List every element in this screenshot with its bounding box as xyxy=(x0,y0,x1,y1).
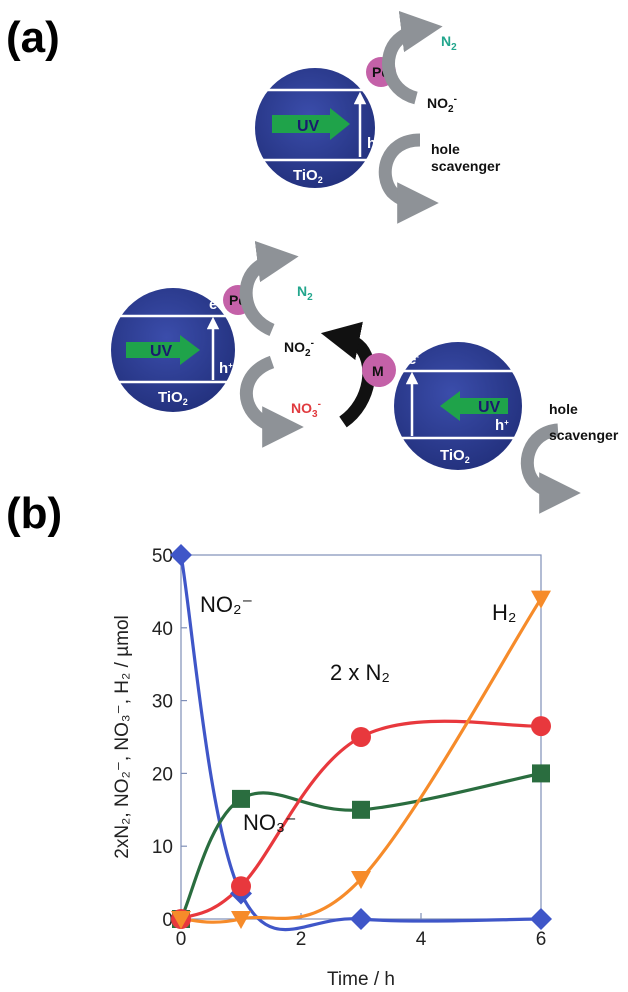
y-tick-label: 0 xyxy=(162,910,173,931)
x-axis-title: Time / h xyxy=(327,969,395,990)
y-tick-label: 30 xyxy=(152,692,173,713)
hole-label: h+ xyxy=(367,135,381,152)
tio2-label-left: TiO2 xyxy=(158,389,188,407)
n2-product-bottom: N2 xyxy=(297,283,313,303)
data-point xyxy=(530,908,552,930)
uv-label-left: UV xyxy=(150,343,173,360)
n2-product: N2 xyxy=(441,33,457,53)
uv-arrow-left xyxy=(126,335,200,365)
x-tick-label: 4 xyxy=(416,929,427,950)
reduction-arrow xyxy=(382,10,443,105)
electron-label: e- xyxy=(355,70,366,87)
data-point xyxy=(351,727,371,747)
data-point xyxy=(531,716,551,737)
panel-b-label: (b) xyxy=(6,489,62,538)
uv-label-right: UV xyxy=(478,399,501,416)
series-label: NO₃⁻ xyxy=(243,810,297,835)
panel-a-label: (a) xyxy=(6,13,60,62)
series-line xyxy=(179,554,542,932)
uv-label: UV xyxy=(297,118,320,135)
oxidation-arrow xyxy=(378,133,439,224)
data-point xyxy=(231,911,251,929)
y-tick-label: 20 xyxy=(152,764,173,785)
data-point xyxy=(232,789,250,808)
reduction-arrow-left xyxy=(239,240,299,337)
top-scheme: UV e- h+ TiO2 Pd N2 NO2- hole scavenger xyxy=(255,10,501,224)
nitrate-reduction-arrow xyxy=(320,321,376,428)
data-point xyxy=(352,800,370,819)
y-axis-title: 2xN₂, NO₂⁻, NO₃⁻, H₂ / µmol xyxy=(112,615,133,859)
series-label: H₂ xyxy=(492,600,516,625)
electron-label-right: e- xyxy=(408,351,419,368)
uv-arrow xyxy=(272,108,350,140)
data-point xyxy=(350,908,372,930)
data-point xyxy=(231,876,251,897)
hole-label-left: h+ xyxy=(219,360,233,377)
no3-intermediate: NO3- xyxy=(291,399,321,420)
metal-cocatalyst xyxy=(362,353,396,387)
hole-scavenger-line1: hole xyxy=(431,141,460,157)
no2-intermediate: NO2- xyxy=(284,338,314,359)
tio2-label: TiO2 xyxy=(293,167,323,185)
series-line xyxy=(180,597,543,924)
oxidation-arrow-right xyxy=(520,423,581,514)
hole-label-right: h+ xyxy=(495,417,509,434)
y-tick-label: 40 xyxy=(152,619,173,640)
data-point xyxy=(171,911,191,929)
x-tick-label: 6 xyxy=(536,929,547,950)
tio2-label-right: TiO2 xyxy=(440,447,470,465)
hole-scavenger-right-line2: scavenger xyxy=(549,427,619,443)
x-tick-label: 0 xyxy=(176,929,187,950)
chart: 0 2 4 6 0 10 20 30 40 50 NO₂⁻ NO₃⁻ 2 x N₂ H₂ Time / … xyxy=(112,544,552,990)
y-tick-label: 50 xyxy=(152,546,173,567)
series-line xyxy=(179,771,542,920)
series-label: 2 x N₂ xyxy=(330,660,390,685)
hole-scavenger-line2: scavenger xyxy=(431,158,501,174)
data-point xyxy=(531,590,551,609)
metal-label: M xyxy=(372,363,384,379)
y-tick-label: 10 xyxy=(152,837,173,858)
no2-reactant: NO2- xyxy=(427,94,457,115)
series-label: NO₂⁻ xyxy=(200,592,253,617)
data-point xyxy=(532,764,550,783)
uv-arrow-right xyxy=(440,391,508,421)
hole-scavenger-right-line1: hole xyxy=(549,401,578,417)
data-point xyxy=(170,544,192,566)
x-tick-label: 2 xyxy=(296,929,307,950)
bottom-scheme: UV e- h+ TiO2 Pd N2 NO2- NO3- M UV e- h+… xyxy=(111,240,619,514)
oxidation-arrow-left xyxy=(239,355,304,448)
electron-label-left: e- xyxy=(209,296,220,313)
data-point xyxy=(351,870,371,889)
